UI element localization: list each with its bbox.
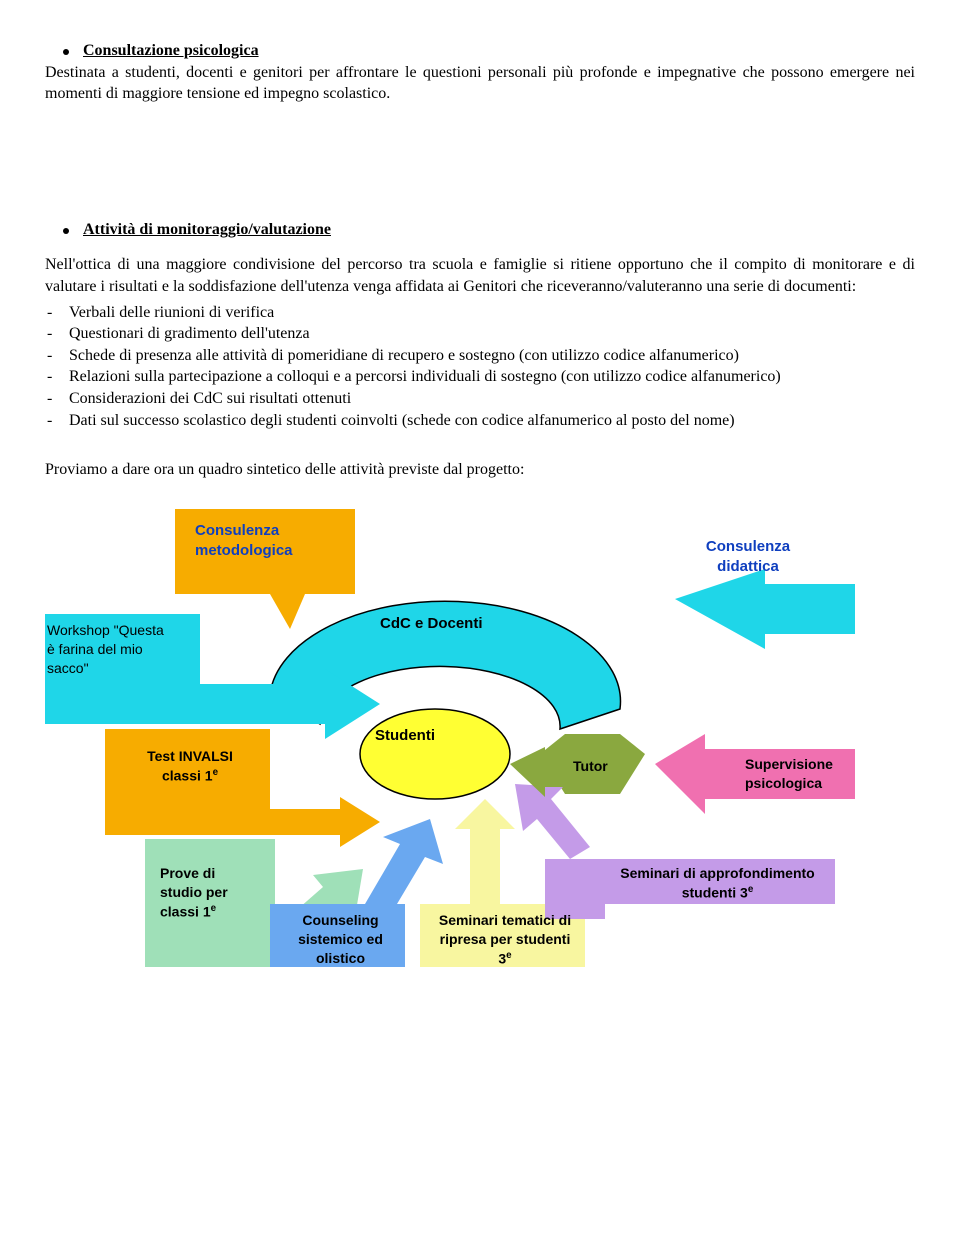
label-cdc: CdC e Docenti bbox=[380, 614, 483, 634]
label-workshop: Workshop "Questa è farina del mio sacco" bbox=[47, 621, 164, 678]
list-item: -Questionari di gradimento dell'utenza bbox=[45, 323, 915, 345]
label-seminari-approf: Seminari di approfondimento studenti 3e bbox=[600, 864, 835, 902]
list-item: -Considerazioni dei CdC sui risultati ot… bbox=[45, 388, 915, 410]
bullet-icon bbox=[63, 49, 69, 55]
label-invalsi: Test INVALSI classi 1e bbox=[130, 747, 250, 785]
label-supervisione: Supervisione psicologica bbox=[745, 755, 833, 793]
section-consultazione: Consultazione psicologica bbox=[45, 40, 915, 62]
label-prove: Prove di studio per classi 1e bbox=[160, 864, 228, 921]
section-title: Consultazione psicologica bbox=[83, 40, 259, 62]
list-item: -Relazioni sulla partecipazione a colloq… bbox=[45, 366, 915, 388]
section1-body: Destinata a studenti, docenti e genitori… bbox=[45, 62, 915, 105]
bullet-icon bbox=[63, 228, 69, 234]
list-item: -Dati sul successo scolastico degli stud… bbox=[45, 410, 915, 432]
list-item: -Schede di presenza alle attività di pom… bbox=[45, 345, 915, 367]
dash-list: -Verbali delle riunioni di verifica -Que… bbox=[45, 302, 915, 432]
label-seminari-tematici: Seminari tematici di ripresa per student… bbox=[425, 911, 585, 968]
section2-intro: Nell'ottica di una maggiore condivisione… bbox=[45, 254, 915, 297]
summary-line: Proviamo a dare ora un quadro sintetico … bbox=[45, 459, 915, 481]
label-consulenza-didattica: Consulenza didattica bbox=[673, 537, 823, 578]
label-consulenza-metodologica: Consulenza metodologica bbox=[195, 521, 293, 562]
section-title: Attività di monitoraggio/valutazione bbox=[83, 219, 331, 241]
diagram: Consulenza metodologica Consulenza didat… bbox=[45, 499, 915, 969]
label-studenti: Studenti bbox=[375, 726, 435, 746]
list-item: -Verbali delle riunioni di verifica bbox=[45, 302, 915, 324]
label-counseling: Counseling sistemico ed olistico bbox=[283, 911, 398, 968]
section-attivita: Attività di monitoraggio/valutazione bbox=[45, 219, 915, 241]
label-tutor: Tutor bbox=[573, 757, 608, 776]
